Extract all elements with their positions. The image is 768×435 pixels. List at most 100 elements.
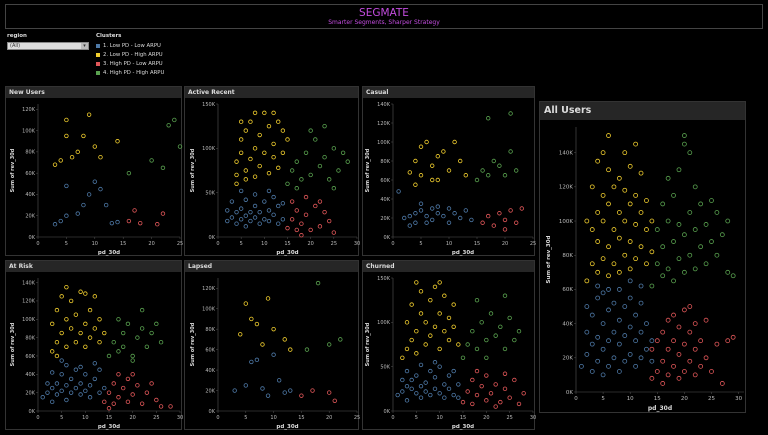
data-point-cluster-1 bbox=[616, 341, 622, 347]
scatter-chart-active-recent[interactable]: 0K 50K 100K 150K 0 5 10 15 20 25 30 pd_30d Sum of re… bbox=[185, 87, 360, 257]
data-point-cluster-4 bbox=[480, 168, 485, 173]
y-tick-label: 0K bbox=[29, 409, 36, 415]
x-tick-label: 20 bbox=[681, 396, 688, 402]
data-point-cluster-4 bbox=[502, 346, 508, 352]
data-point-cluster-4 bbox=[317, 163, 323, 169]
data-point-cluster-4 bbox=[144, 344, 150, 349]
data-point-cluster-4 bbox=[714, 210, 720, 215]
data-point-cluster-2 bbox=[64, 284, 69, 290]
data-point-cluster-1 bbox=[589, 341, 595, 347]
y-tick-label: 50K bbox=[380, 364, 390, 370]
y-tick-label: 60K bbox=[380, 178, 390, 184]
data-point-cluster-1 bbox=[271, 212, 276, 218]
data-point-cluster-3 bbox=[671, 363, 676, 369]
data-point-cluster-3 bbox=[698, 363, 704, 369]
data-point-cluster-1 bbox=[87, 383, 93, 388]
data-point-cluster-2 bbox=[442, 328, 447, 334]
data-point-cluster-4 bbox=[665, 266, 671, 272]
data-point-cluster-2 bbox=[418, 289, 424, 294]
data-point-cluster-4 bbox=[294, 159, 299, 164]
data-point-cluster-2 bbox=[252, 174, 258, 179]
data-point-cluster-1 bbox=[395, 392, 400, 398]
x-tick-label: 10 bbox=[446, 241, 452, 247]
data-point-cluster-3 bbox=[665, 372, 671, 378]
scatter-chart-at-risk[interactable]: 0K 20K 40K 60K 80K 100K 120K 140K 0 5 10 15 20 25 30 pd… bbox=[6, 261, 183, 431]
data-point-cluster-2 bbox=[262, 150, 267, 155]
data-point-cluster-2 bbox=[413, 158, 418, 164]
data-point-cluster-1 bbox=[276, 378, 282, 383]
data-point-cluster-4 bbox=[326, 177, 332, 182]
data-point-cluster-2 bbox=[611, 227, 617, 232]
y-tick-label: 140K bbox=[559, 150, 573, 156]
data-point-cluster-4 bbox=[313, 137, 318, 142]
data-point-cluster-4 bbox=[294, 186, 299, 191]
data-point-cluster-2 bbox=[432, 284, 438, 290]
data-point-cluster-4 bbox=[660, 244, 666, 250]
data-point-cluster-2 bbox=[616, 235, 622, 241]
data-point-cluster-1 bbox=[404, 368, 410, 374]
y-tick-label: 60K bbox=[562, 287, 573, 293]
data-point-cluster-2 bbox=[73, 312, 79, 317]
data-point-cluster-1 bbox=[238, 206, 244, 211]
y-tick-label: 0K bbox=[566, 390, 573, 396]
scatter-chart-lapsed[interactable]: 0K 20K 40K 60K 80K 100K 120K 0 5 10 15 20 25 pd_30d Su… bbox=[185, 261, 360, 431]
chevron-down-icon[interactable]: ▾ bbox=[81, 43, 88, 49]
data-point-cluster-4 bbox=[126, 170, 132, 176]
panel-title: Lapsed bbox=[185, 261, 358, 272]
data-point-cluster-4 bbox=[120, 330, 126, 336]
data-point-cluster-1 bbox=[271, 194, 276, 200]
data-point-cluster-1 bbox=[54, 381, 60, 386]
data-point-cluster-2 bbox=[589, 261, 595, 267]
x-tick-label: 5 bbox=[240, 241, 243, 247]
data-point-cluster-4 bbox=[681, 269, 687, 275]
data-point-cluster-1 bbox=[633, 338, 639, 344]
x-axis-title: pd_30d bbox=[98, 250, 120, 256]
data-point-cluster-1 bbox=[616, 317, 622, 323]
data-point-cluster-2 bbox=[622, 150, 628, 156]
data-point-cluster-3 bbox=[692, 346, 698, 352]
data-point-cluster-1 bbox=[73, 367, 79, 372]
scatter-chart-churned[interactable]: 0K 50K 100K 150K 0 5 10 15 20 25 30 pd_30d Sum of re… bbox=[363, 261, 536, 431]
legend-item-3[interactable]: 3. High PD - Low ARPU bbox=[96, 59, 164, 68]
data-point-cluster-1 bbox=[423, 380, 428, 385]
data-point-cluster-2 bbox=[627, 266, 633, 272]
data-point-cluster-2 bbox=[611, 184, 617, 190]
data-point-cluster-3 bbox=[498, 399, 503, 405]
region-dropdown[interactable]: (All) ▾ bbox=[7, 42, 89, 50]
data-point-cluster-2 bbox=[413, 182, 418, 187]
scatter-chart-casual[interactable]: 0K 20K 40K 60K 80K 100K 120K 140K 0 5 10 15 20 25 pd_3… bbox=[363, 87, 536, 257]
data-point-cluster-4 bbox=[166, 123, 171, 128]
y-tick-label: 40K bbox=[380, 197, 390, 203]
data-point-cluster-2 bbox=[68, 326, 74, 331]
data-point-cluster-2 bbox=[606, 201, 611, 207]
data-point-cluster-3 bbox=[132, 208, 137, 213]
legend-item-1[interactable]: 1. Low PD - Low ARPU bbox=[96, 41, 164, 50]
y-tick-label: 60K bbox=[25, 171, 35, 177]
legend-item-label: 4. High PD - High ARPU bbox=[103, 69, 165, 76]
y-tick-label: 100K bbox=[377, 320, 391, 326]
data-point-cluster-3 bbox=[687, 358, 693, 364]
data-point-cluster-2 bbox=[50, 349, 55, 354]
data-point-cluster-2 bbox=[92, 294, 97, 299]
data-point-cluster-2 bbox=[271, 141, 276, 147]
data-point-cluster-3 bbox=[308, 227, 313, 233]
data-point-cluster-4 bbox=[498, 324, 503, 329]
data-point-cluster-4 bbox=[299, 177, 304, 182]
panel-title: All Users bbox=[540, 102, 745, 120]
data-point-cluster-3 bbox=[332, 398, 337, 403]
scatter-chart-all-users[interactable]: 0K 20K 40K 60K 80K 100K 120K 140K 0 5 10 15 20 25 30 pd… bbox=[540, 102, 747, 414]
legend-item-2[interactable]: 2. Low PD - High ARPU bbox=[96, 50, 164, 59]
x-axis-title: pd_30d bbox=[98, 424, 120, 430]
data-point-cluster-3 bbox=[649, 346, 655, 352]
data-point-cluster-2 bbox=[424, 139, 429, 145]
data-point-cluster-3 bbox=[654, 338, 660, 344]
data-point-cluster-3 bbox=[491, 223, 496, 228]
legend-item-4[interactable]: 4. High PD - High ARPU bbox=[96, 68, 164, 77]
scatter-chart-new-users[interactable]: 0K 20K 40K 60K 80K 100K 120K 0 5 10 15 20 25 pd_30d Su… bbox=[6, 87, 183, 257]
data-point-cluster-1 bbox=[252, 203, 258, 209]
data-point-cluster-1 bbox=[92, 376, 97, 382]
x-tick-label: 0 bbox=[216, 415, 219, 421]
y-tick-label: 0K bbox=[209, 235, 216, 241]
data-point-cluster-4 bbox=[730, 273, 736, 279]
data-point-cluster-2 bbox=[254, 321, 260, 327]
